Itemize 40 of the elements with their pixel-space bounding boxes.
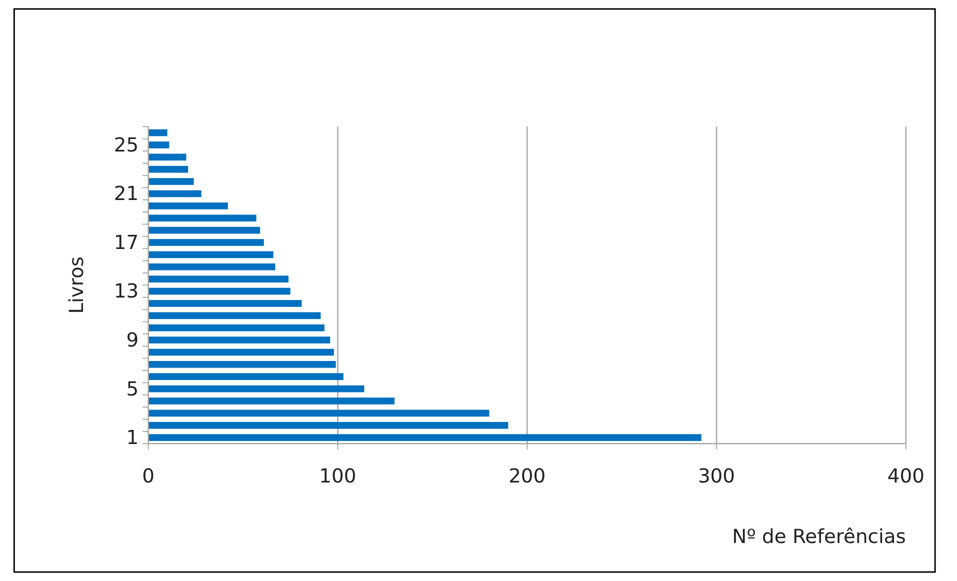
y-tick-label: 13 [114,280,139,303]
bar [148,142,170,148]
bar [148,385,364,392]
bar [148,251,274,258]
bar [148,300,302,307]
y-tick-label: 17 [114,230,139,254]
bar [148,178,194,185]
bar [148,288,290,295]
x-tick-label: 0 [142,464,155,488]
bar [148,348,334,356]
bar [148,360,336,368]
bar [148,166,188,173]
bar [148,190,202,198]
x-axis-title: Nº de Referências [732,524,906,548]
bar [148,373,344,380]
bar [148,263,276,270]
bar [148,129,168,136]
y-tick-label: 5 [126,377,139,400]
y-tick-label: 25 [114,133,139,156]
bar [148,239,264,246]
y-axis-title: Livros [65,256,88,314]
bar [148,336,330,344]
bar [148,154,186,161]
bar [148,214,256,222]
bar [148,434,702,441]
y-tick-label: 21 [114,182,139,206]
x-tick-label: 300 [698,464,736,488]
bar [148,410,490,417]
bar [148,312,321,320]
x-tick-label: 200 [508,464,546,488]
x-tick-label: 400 [887,464,924,488]
y-tick-label: 1 [126,426,139,450]
bar [148,276,288,282]
bar [148,398,395,404]
bar [148,422,508,429]
bar [148,324,324,332]
bar [148,226,260,234]
x-tick-label: 100 [319,464,356,488]
y-tick-label: 9 [126,328,139,352]
bar [148,202,228,210]
